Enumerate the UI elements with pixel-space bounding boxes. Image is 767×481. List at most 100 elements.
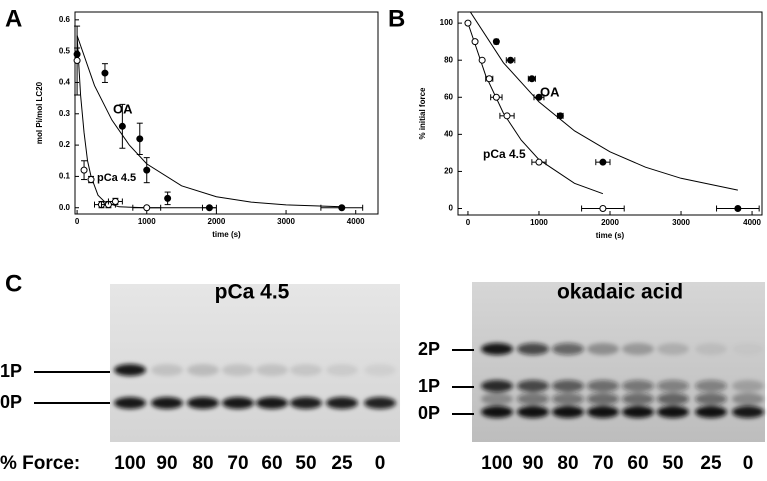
gel-band <box>732 393 764 405</box>
x-tick-label: 1000 <box>138 217 156 226</box>
gel-band <box>695 380 727 392</box>
gel-band <box>732 406 764 418</box>
y-tick-label: 60 <box>444 92 453 101</box>
x-tick-label: 0 <box>466 218 471 227</box>
data-point <box>599 205 607 213</box>
band-label: 0P <box>418 403 440 423</box>
gel-title: okadaic acid <box>557 281 683 304</box>
lane-label: 50 <box>662 453 683 474</box>
gel-band <box>187 397 219 409</box>
data-point <box>118 122 126 130</box>
plot-frame <box>74 11 379 215</box>
gel-band <box>587 393 619 405</box>
gel-band <box>517 343 549 355</box>
gel-band <box>732 380 764 392</box>
lane-label: 70 <box>592 453 613 474</box>
gel-band <box>256 364 288 376</box>
lane-label: 80 <box>557 453 578 474</box>
lane-label: 25 <box>700 453 722 474</box>
gel-band <box>151 364 183 376</box>
lane-label: 0 <box>743 453 754 474</box>
lane-label: 90 <box>522 453 543 474</box>
gel-band <box>587 380 619 392</box>
y-tick-label: 0.2 <box>59 140 71 149</box>
gel-band <box>695 393 727 405</box>
data-point <box>464 19 472 27</box>
data-point <box>143 166 151 174</box>
gel-band <box>552 406 584 418</box>
annotation: pCa 4.5 <box>483 147 526 161</box>
x-axis-label: time (s) <box>212 230 241 239</box>
gel-band <box>552 380 584 392</box>
y-tick-label: 40 <box>444 129 453 138</box>
gel-band <box>657 343 689 355</box>
gel-band <box>622 406 654 418</box>
lane-label: 60 <box>261 453 282 474</box>
gel-band <box>151 397 183 409</box>
gel-band <box>695 343 727 355</box>
x-tick-label: 3000 <box>672 218 690 227</box>
gel-band <box>517 380 549 392</box>
gel-band <box>114 397 146 409</box>
gel-band <box>481 406 513 418</box>
data-point <box>535 93 543 101</box>
gel-band <box>364 397 396 409</box>
y-tick-label: 0 <box>449 204 454 213</box>
gel-band <box>517 393 549 405</box>
y-axis-label: % initial force <box>418 87 427 140</box>
gel-band <box>290 364 322 376</box>
data-point <box>111 197 119 205</box>
panel-letter: C <box>5 270 22 297</box>
data-point <box>101 69 109 77</box>
row-label: % Force: <box>0 453 80 474</box>
y-tick-label: 80 <box>444 55 453 64</box>
x-tick-label: 4000 <box>347 217 365 226</box>
data-point <box>528 75 536 83</box>
y-tick-label: 0.5 <box>59 46 71 55</box>
x-tick-label: 3000 <box>277 217 295 226</box>
gel-band <box>552 393 584 405</box>
gel-band <box>222 364 254 376</box>
gel-image <box>472 282 765 442</box>
gel-band <box>552 343 584 355</box>
x-tick-label: 2000 <box>601 218 619 227</box>
data-point <box>599 158 607 166</box>
annotation: OA <box>113 101 133 116</box>
gel-band <box>622 393 654 405</box>
data-point <box>471 38 479 46</box>
lane-label: 50 <box>295 453 316 474</box>
data-point <box>143 204 151 212</box>
gel-band <box>256 397 288 409</box>
gel-band <box>622 343 654 355</box>
x-tick-label: 2000 <box>208 217 226 226</box>
data-point <box>478 56 486 64</box>
gel-band <box>695 406 727 418</box>
lane-label: 80 <box>192 453 213 474</box>
gel-band <box>326 364 358 376</box>
band-label: 2P <box>418 339 440 359</box>
data-point <box>485 75 493 83</box>
data-point <box>535 158 543 166</box>
y-axis-label: mol Pi/mol LC20 <box>35 81 44 144</box>
gel-image <box>110 284 400 442</box>
band-label: 0P <box>0 392 22 412</box>
data-point <box>338 204 346 212</box>
gel-title: pCa 4.5 <box>215 281 290 304</box>
data-point <box>80 166 88 174</box>
lane-label: 25 <box>331 453 353 474</box>
gel-band <box>481 380 513 392</box>
data-point <box>136 135 144 143</box>
y-tick-label: 0.4 <box>59 78 71 87</box>
gel-bands <box>114 343 764 418</box>
gel-band <box>222 397 254 409</box>
x-tick-label: 4000 <box>743 218 761 227</box>
panel-letter: A <box>5 5 22 32</box>
data-point <box>734 205 742 213</box>
panel-letter: B <box>388 5 405 32</box>
fit-curve <box>469 12 738 191</box>
y-tick-label: 0.3 <box>59 109 71 118</box>
annotation: OA <box>540 84 560 99</box>
fit-curve <box>76 35 342 208</box>
data-point <box>556 112 564 120</box>
